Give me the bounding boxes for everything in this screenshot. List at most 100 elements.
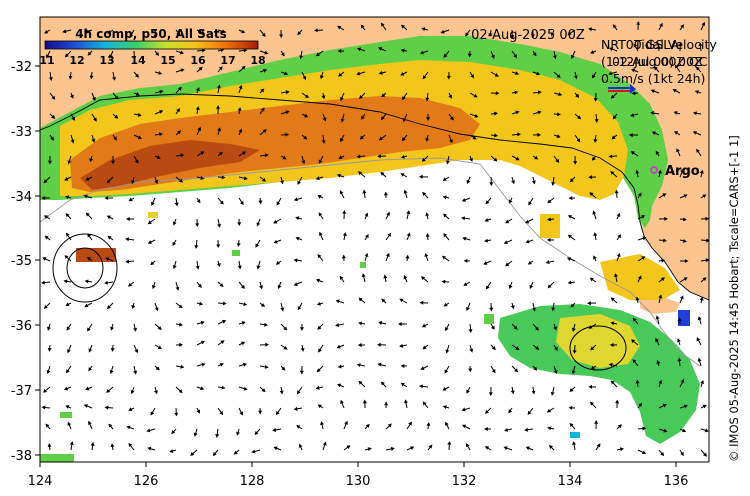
current-arrow-head: [384, 401, 389, 406]
current-arrow-head: [360, 24, 365, 29]
current-arrow-head: [462, 236, 467, 241]
current-arrow-head: [358, 380, 363, 385]
current-arrow-head: [401, 137, 406, 142]
current-arrow-head: [590, 346, 595, 351]
current-arrow-head: [615, 399, 620, 404]
current-arrow-head: [301, 160, 306, 165]
current-arrow-head: [612, 24, 617, 29]
current-arrow-head: [174, 412, 179, 417]
current-arrow-head: [571, 370, 576, 375]
current-arrow-head: [408, 421, 412, 426]
current-arrow-head: [377, 342, 381, 347]
current-arrow-head: [503, 446, 508, 451]
y-tick-label: -34: [11, 190, 32, 205]
current-arrow-head: [443, 233, 448, 238]
current-arrow-head: [699, 169, 704, 174]
current-arrow-head: [608, 362, 613, 367]
current-arrow-head: [469, 157, 473, 162]
current-arrow-head: [680, 24, 684, 29]
current-arrow-head: [273, 239, 278, 244]
current-arrow-head: [611, 135, 616, 140]
current-arrow-head: [380, 116, 385, 121]
current-arrow-head: [315, 278, 321, 283]
current-arrow-head: [494, 133, 498, 138]
current-arrow-head: [279, 390, 284, 395]
current-arrow-head: [474, 113, 479, 118]
current-arrow-head: [66, 326, 71, 331]
current-arrow-head: [44, 29, 49, 34]
current-arrow-head: [483, 261, 488, 265]
current-arrow-head: [448, 94, 453, 99]
current-arrow-head: [484, 218, 489, 222]
current-arrow-head: [419, 300, 424, 305]
current-arrow-head: [319, 231, 323, 236]
current-arrow-head: [677, 317, 682, 322]
current-arrow-head: [469, 348, 474, 353]
current-arrow-head: [525, 446, 530, 451]
current-arrow-head: [406, 210, 411, 215]
current-arrow-head: [422, 345, 427, 350]
current-arrow-head: [705, 258, 709, 263]
current-arrow-head: [154, 307, 159, 312]
current-arrow-head: [568, 405, 573, 410]
current-arrow-head: [632, 317, 637, 322]
current-arrow-head: [340, 137, 344, 143]
current-arrow-head: [577, 115, 582, 120]
current-arrow-head: [241, 65, 246, 70]
current-arrow-head: [594, 119, 599, 123]
current-arrow-head: [425, 233, 430, 237]
current-arrow-head: [83, 404, 88, 408]
current-arrow-head: [403, 275, 408, 280]
current-arrow-head: [488, 392, 493, 397]
current-arrow-head: [236, 431, 240, 436]
legend-scale-text: 0.5m/s (1kt 24h): [601, 71, 705, 86]
colorbar: [44, 40, 259, 50]
current-arrow-head: [494, 73, 499, 77]
current-arrow-head: [304, 94, 309, 99]
current-arrow-head: [529, 284, 534, 289]
current-arrow-head: [570, 303, 575, 308]
current-arrow-head: [550, 32, 555, 37]
current-arrow-head: [680, 168, 684, 173]
sst-patch: [484, 314, 494, 324]
current-arrow-head: [265, 342, 269, 347]
current-arrow-head: [684, 259, 689, 264]
current-arrow-head: [593, 98, 598, 102]
current-arrow-head: [298, 443, 303, 448]
current-arrow-head: [42, 388, 48, 393]
current-arrow-head: [682, 238, 687, 243]
colorbar-tick: 12: [69, 54, 84, 67]
current-arrow-head: [110, 348, 115, 352]
current-arrow-head: [127, 282, 133, 287]
current-arrow-head: [493, 111, 498, 116]
current-arrow-head: [406, 232, 411, 237]
current-arrow-head: [484, 446, 490, 450]
current-arrow-head: [110, 443, 115, 448]
current-arrow-head: [135, 73, 139, 78]
current-arrow-head: [200, 151, 205, 155]
current-arrow-head: [568, 196, 573, 201]
current-arrow-head: [317, 254, 322, 259]
current-arrow-head: [107, 235, 112, 240]
current-arrow-head: [567, 31, 572, 35]
current-arrow-head: [567, 215, 573, 219]
current-arrow-head: [573, 161, 578, 165]
current-arrow-head: [508, 409, 513, 414]
x-tick-label: 134: [558, 474, 583, 489]
current-arrow-head: [683, 194, 688, 198]
current-arrow-head: [190, 451, 195, 456]
current-arrow-head: [219, 363, 224, 367]
current-arrow-head: [296, 425, 301, 429]
current-arrow-head: [377, 154, 381, 159]
current-arrow-head: [360, 115, 365, 120]
current-arrow-head: [300, 347, 305, 352]
current-arrow-head: [546, 408, 551, 413]
current-arrow-head: [221, 319, 227, 324]
current-arrow-head: [46, 369, 51, 374]
current-arrow-head: [569, 388, 574, 392]
current-arrow-head: [217, 127, 222, 132]
current-arrow-head: [172, 265, 177, 270]
current-arrow-head: [337, 383, 342, 388]
current-arrow-head: [85, 386, 90, 391]
current-arrow-head: [177, 130, 182, 135]
